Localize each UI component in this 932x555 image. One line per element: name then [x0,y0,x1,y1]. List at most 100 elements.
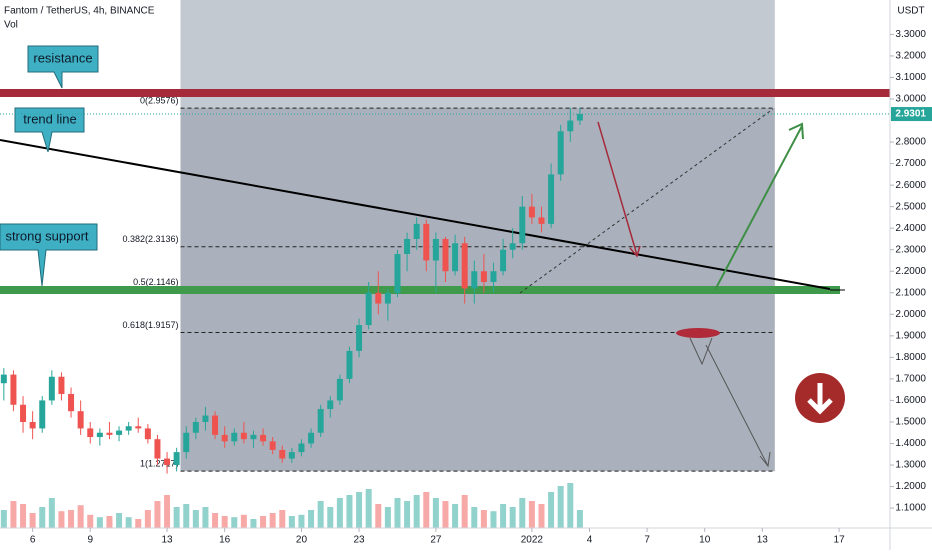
candle-body [432,238,439,261]
volume-bar [375,504,382,528]
y-axis-label: USDT [897,6,924,17]
candle-body [375,292,382,304]
y-tick-label: 2.4000 [895,223,926,234]
y-tick-label: 1.1000 [895,503,926,514]
y-tick-label: 3.0000 [895,94,926,105]
volume-bar [0,510,7,528]
volume-bar [442,501,449,528]
volume-bar [29,513,36,528]
volume-bar [519,498,526,528]
volume-bar [77,505,84,528]
candle-body [87,428,94,438]
candle-body [452,243,459,272]
y-tick-label: 1.5000 [895,417,926,428]
candle-body [336,378,343,401]
volume-bar [384,507,391,528]
annotation: strong support [5,228,88,243]
candle-body [490,271,497,283]
candle-body [183,432,190,453]
candle-body [173,452,180,466]
candle-body [240,432,247,440]
candle-body [154,439,161,459]
x-tick-label: 4 [587,535,593,546]
volume-bar [240,514,247,528]
x-tick-label: 9 [87,535,93,546]
candle-body [548,174,555,224]
x-tick-label: 27 [430,535,442,546]
candle-body [212,415,219,435]
annotation: trend line [23,111,76,126]
candle-body [96,432,103,438]
volume-bar [58,511,65,528]
candle-body [288,452,295,459]
candle-layer [0,107,583,474]
volume-bar [490,511,497,528]
marker-ellipse [676,328,720,338]
candle-body [365,292,372,326]
volume-bar [346,495,353,528]
x-tick-label: 16 [219,535,231,546]
candle-body [413,223,420,239]
volume-bar [39,507,46,528]
volume-bar [336,498,343,528]
candle-body [346,350,353,379]
volume-bar [548,492,555,528]
x-tick-label: 10 [699,535,711,546]
candle-body [125,426,132,431]
volume-bar [183,504,190,528]
y-tick-label: 2.5000 [895,201,926,212]
volume-label: Vol [4,20,18,31]
candle-body [39,400,46,429]
candle-body [48,376,55,401]
arrow-gray [689,337,769,467]
y-tick-label: 2.1000 [895,287,926,298]
fib-label: 1(1.2717) [140,458,179,468]
candle-body [567,120,574,132]
volume-bar [154,501,161,528]
callout [27,45,99,89]
volume-bar [202,507,209,528]
volume-bar [10,501,17,528]
volume-bar [68,510,75,528]
volume-bar [125,517,132,528]
volume-bar [317,501,324,528]
volume-bar [298,514,305,528]
dashed-diagonal [519,108,774,294]
trend-line [0,139,831,290]
volume-bar [308,510,315,528]
price-tag-label: 2.9301 [895,109,926,120]
volume-bar [538,504,545,528]
volume-bar [365,489,372,528]
volume-bar [480,510,487,528]
candle-body [135,426,142,429]
volume-bar [221,516,228,528]
volume-bar [471,507,478,528]
candle-body [231,432,238,442]
candle-body [576,114,583,121]
fib-layer: 0(2.9576) 0.382(2.3136) 0.5(2.1146) 0.618(1… [122,0,775,472]
volume-bar [557,486,564,528]
candle-body [279,449,286,459]
x-tick-label: 17 [834,535,846,546]
volume-bar [327,507,334,528]
candle-body [519,206,526,244]
volume-bar [394,498,401,528]
y-tick-label: 1.8000 [895,352,926,363]
x-tick-label: 20 [296,535,308,546]
candle-body [20,404,27,422]
y-tick-label: 2.8000 [895,137,926,148]
candle-body [29,421,36,429]
y-tick-label: 2.7000 [895,158,926,169]
candle-body [528,206,535,218]
volume-bar [413,495,420,528]
callout [14,107,85,153]
candle-body [221,434,228,442]
volume-bar [356,492,363,528]
candle-body [471,271,478,289]
volume-bar [106,516,113,528]
candle-body [500,249,507,272]
y-tick-label: 2.3000 [895,244,926,255]
volume-bar [116,513,123,528]
candle-body [250,434,257,440]
